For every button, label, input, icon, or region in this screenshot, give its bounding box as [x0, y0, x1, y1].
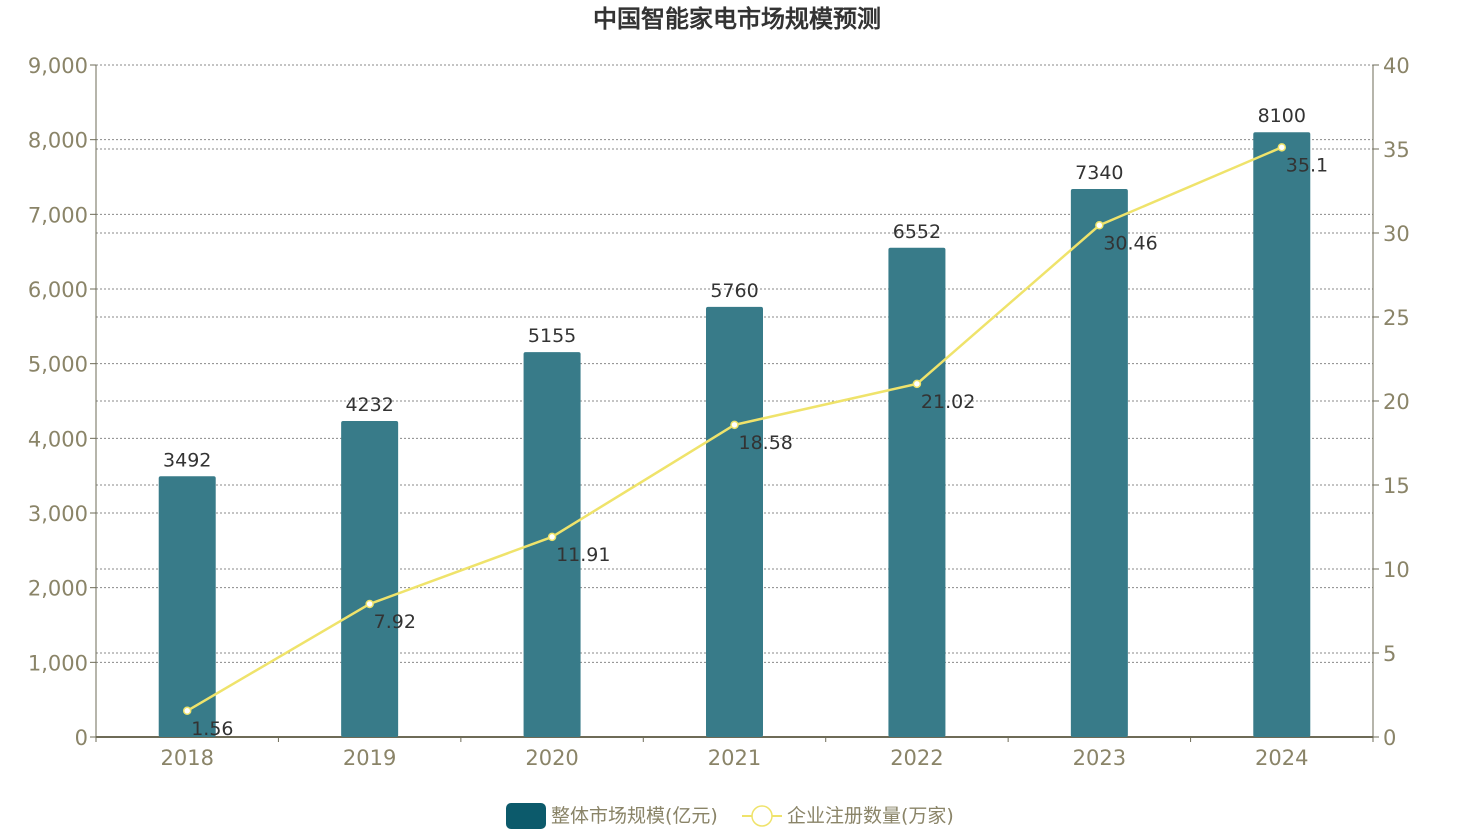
- y-left-tick-label: 1,000: [28, 651, 88, 675]
- legend-line-label: 企业注册数量(万家): [787, 805, 954, 827]
- x-tick-label: 2019: [343, 746, 396, 770]
- y-right-tick-label: 40: [1383, 54, 1410, 78]
- y-left-tick-label: 4,000: [28, 427, 88, 451]
- line-data-label: 7.92: [374, 611, 416, 633]
- bar-data-label: 5760: [710, 280, 758, 302]
- y-right-tick-label: 20: [1383, 390, 1410, 414]
- legend-bar-swatch: [506, 803, 546, 829]
- bar: [888, 248, 945, 737]
- legend-item-line[interactable]: 企业注册数量(万家): [742, 805, 954, 827]
- legend-bar-label: 整体市场规模(亿元): [551, 805, 718, 827]
- bar: [341, 421, 398, 737]
- line-data-label: 21.02: [921, 391, 975, 413]
- line-point: [913, 380, 920, 387]
- line-point: [549, 533, 556, 540]
- bar-data-label: 8100: [1258, 105, 1306, 127]
- chart-title: 中国智能家电市场规模预测: [593, 5, 881, 33]
- x-tick-label: 2021: [708, 746, 761, 770]
- y-right-tick-label: 0: [1383, 726, 1396, 750]
- y-left-tick-label: 8,000: [28, 129, 88, 153]
- x-tick-label: 2018: [160, 746, 213, 770]
- x-tick-label: 2024: [1255, 746, 1308, 770]
- bar-data-label: 4232: [345, 394, 393, 416]
- bar: [1071, 189, 1128, 737]
- y-left-tick-label: 0: [75, 726, 88, 750]
- x-tick-label: 2023: [1073, 746, 1126, 770]
- line-data-label: 30.46: [1103, 232, 1157, 254]
- legend-item-bar[interactable]: 整体市场规模(亿元): [506, 803, 718, 829]
- line-point: [1096, 222, 1103, 229]
- y-right-tick-label: 35: [1383, 138, 1410, 162]
- bar-series: [159, 132, 1311, 737]
- line-data-label: 18.58: [739, 432, 793, 454]
- bar-data-label: 7340: [1075, 162, 1123, 184]
- line-point: [184, 707, 191, 714]
- bar: [1253, 132, 1310, 737]
- line-data-label: 1.56: [191, 718, 233, 740]
- y-right-tick-label: 5: [1383, 642, 1396, 666]
- bar-data-label: 5155: [528, 325, 576, 347]
- y-left-tick-label: 6,000: [28, 278, 88, 302]
- legend: 整体市场规模(亿元) 企业注册数量(万家): [506, 803, 954, 829]
- x-tick-label: 2020: [525, 746, 578, 770]
- bar-data-label: 6552: [893, 221, 941, 243]
- x-tick-label: 2022: [890, 746, 943, 770]
- y-left-tick-label: 7,000: [28, 203, 88, 227]
- line-point: [1278, 144, 1285, 151]
- line-point: [366, 600, 373, 607]
- y-right-tick-label: 25: [1383, 306, 1410, 330]
- y-left-tick-label: 9,000: [28, 54, 88, 78]
- bar-data-label: 3492: [163, 449, 211, 471]
- legend-line-marker: [752, 806, 772, 826]
- y-left-tick-label: 2,000: [28, 577, 88, 601]
- line-data-label: 35.1: [1286, 154, 1328, 176]
- y-right-tick-label: 15: [1383, 474, 1410, 498]
- bar: [706, 307, 763, 737]
- y-right-tick-label: 10: [1383, 558, 1410, 582]
- y-right-tick-label: 30: [1383, 222, 1410, 246]
- y-left-tick-label: 5,000: [28, 353, 88, 377]
- line-point: [731, 421, 738, 428]
- y-left-tick-label: 3,000: [28, 502, 88, 526]
- line-data-label: 11.91: [556, 544, 610, 566]
